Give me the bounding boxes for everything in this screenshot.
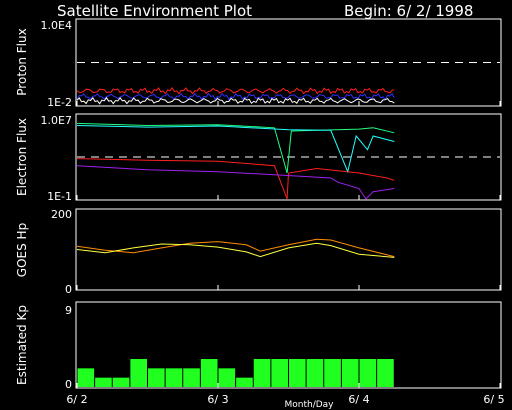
kp-bar: [77, 368, 95, 387]
kp-bar: [130, 359, 147, 387]
estimated-kp-ytick-bottom: 0: [65, 378, 72, 391]
kp-bar: [289, 359, 306, 387]
estimated-kp-ylabel: Estimated Kp: [15, 305, 29, 385]
electron-flux-series-line: [76, 122, 395, 174]
kp-bar: [377, 359, 394, 387]
electron-flux-frame: [75, 113, 502, 201]
kp-bar: [306, 359, 324, 387]
proton-flux-ytick-bottom: 1E-2: [47, 96, 72, 109]
goes-hp-ylabel: GOES Hp: [15, 223, 29, 277]
estimated-kp-panel: Estimated Kp 9 0: [15, 301, 502, 391]
kp-bar: [253, 359, 271, 387]
x-tick-label: 6/ 5: [483, 393, 504, 406]
electron-flux-series-line: [76, 158, 395, 200]
proton-flux-series-line: [76, 87, 395, 95]
electron-flux-ylabel: Electron Flux: [15, 118, 29, 196]
kp-bar: [324, 359, 341, 387]
kp-bar: [95, 377, 112, 387]
goes-hp-series-line: [76, 238, 395, 258]
kp-bar: [341, 359, 359, 387]
electron-flux-ytick-top: 1.0E7: [41, 114, 72, 127]
kp-bar: [148, 368, 165, 387]
proton-flux-frame: [75, 18, 502, 107]
begin-date: Begin: 6/ 2/ 1998: [344, 2, 473, 20]
electron-flux-series-line: [76, 165, 395, 200]
x-tick-label: 6/ 2: [66, 393, 87, 406]
goes-hp-frame: [75, 208, 502, 291]
proton-flux-series-line: [76, 92, 395, 101]
x-tick-label: 6/ 3: [207, 393, 228, 406]
proton-flux-ytick-top: 1.0E4: [41, 19, 72, 32]
goes-hp-ytick-bottom: 0: [65, 283, 72, 296]
proton-flux-panel: Proton Flux 1.0E4 1E-2: [15, 18, 502, 109]
proton-flux-ylabel: Proton Flux: [15, 28, 29, 95]
estimated-kp-ytick-top: 9: [65, 304, 72, 317]
kp-bar: [165, 368, 183, 387]
goes-hp-series-line: [76, 242, 395, 258]
goes-hp-panel: GOES Hp 200 0: [15, 208, 502, 296]
kp-bar: [236, 377, 253, 387]
x-axis-ticks: 6/ 2 6/ 3 6/ 4 6/ 5: [66, 101, 505, 406]
goes-hp-ytick-top: 200: [51, 208, 72, 221]
kp-bar: [271, 359, 288, 387]
x-tick-label: 6/ 4: [348, 393, 369, 406]
kp-bar: [200, 359, 218, 387]
kp-bar: [112, 377, 130, 387]
x-axis-label: Month/Day: [284, 400, 334, 410]
proton-flux-series-line: [76, 96, 395, 105]
estimated-kp-frame: [75, 301, 502, 389]
electron-flux-series-line: [76, 125, 395, 174]
kp-bar: [183, 368, 200, 387]
plot-title: Satellite Environment Plot: [57, 2, 252, 20]
kp-bar: [359, 359, 377, 387]
kp-bar: [218, 368, 236, 387]
electron-flux-panel: Electron Flux 1.0E7 1E-1: [15, 113, 502, 203]
electron-flux-ytick-bottom: 1E-1: [47, 190, 72, 203]
